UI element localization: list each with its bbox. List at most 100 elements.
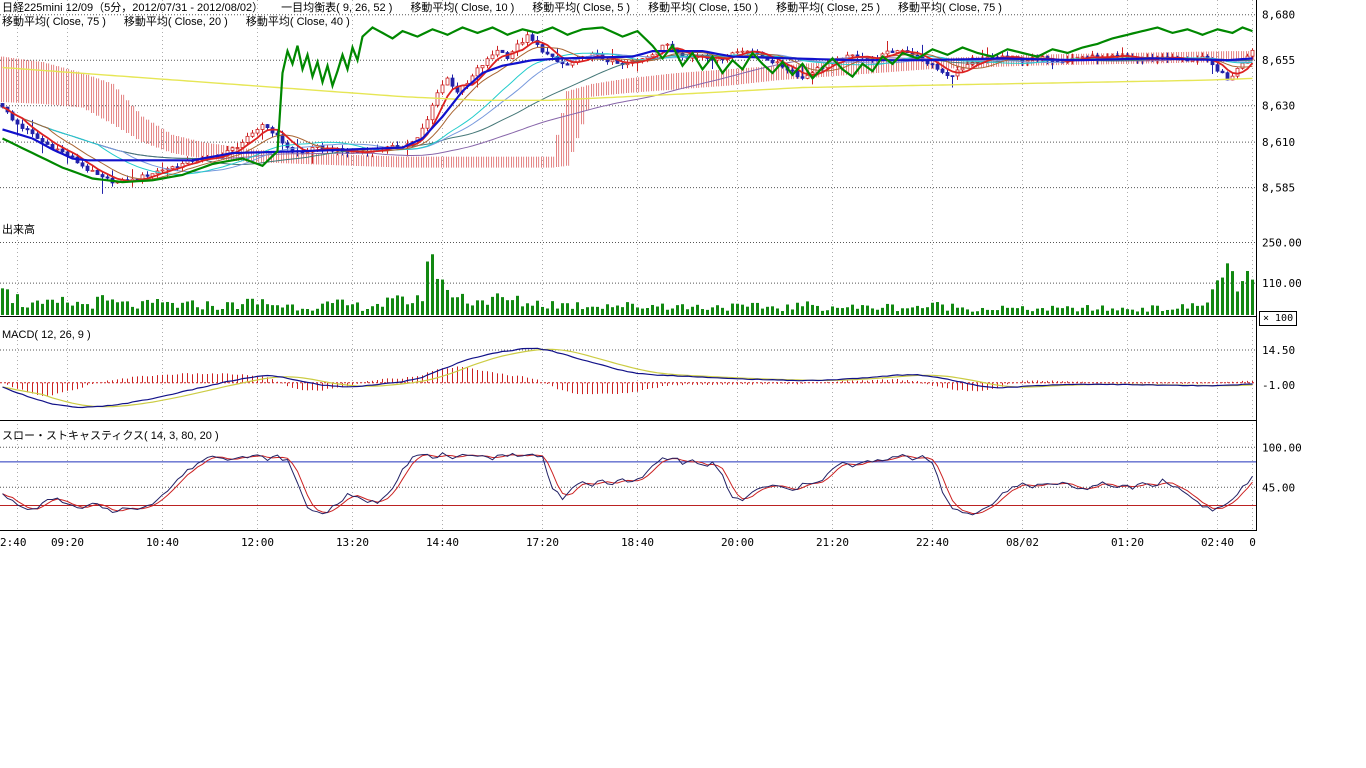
volume-bar	[716, 305, 719, 315]
volume-bar	[461, 294, 464, 315]
volume-bar	[1011, 308, 1014, 315]
volume-bar	[1181, 304, 1184, 315]
x-axis-label: 2:40	[0, 536, 27, 549]
volume-bar	[456, 297, 459, 315]
volume-bar	[291, 304, 294, 315]
volume-bar	[1216, 280, 1219, 315]
candle-body	[966, 64, 969, 68]
volume-panel-label: 出来高	[2, 221, 35, 237]
candle-body	[441, 85, 444, 93]
volume-bar	[376, 304, 379, 315]
volume-bar	[271, 305, 274, 315]
candle-body	[236, 148, 239, 149]
stoch-panel-label: スロー・ストキャスティクス( 14, 3, 80, 20 )	[2, 427, 219, 443]
volume-bar	[796, 303, 799, 315]
candle-body	[666, 44, 669, 45]
volume-bar	[571, 309, 574, 315]
volume-bar	[1121, 308, 1124, 315]
volume-bar	[1006, 308, 1009, 315]
volume-bar	[346, 305, 349, 315]
volume-bar	[236, 309, 239, 315]
volume-bar	[206, 301, 209, 315]
candle-body	[1236, 68, 1239, 76]
volume-bar	[621, 307, 624, 315]
volume-bar	[151, 303, 154, 315]
volume-bar	[971, 312, 974, 315]
indicator-label-ma40: 移動平均( Close, 40 )	[246, 15, 350, 29]
x-axis-label: 0	[1249, 536, 1256, 549]
volume-bar	[51, 300, 54, 315]
volume-bar	[296, 310, 299, 315]
volume-bar	[371, 306, 374, 315]
volume-bar	[1161, 311, 1164, 315]
volume-bar	[116, 302, 119, 315]
volume-bar	[821, 311, 824, 315]
volume-bar	[936, 302, 939, 315]
volume-bar	[96, 297, 99, 315]
candle-body	[531, 35, 534, 41]
volume-bar	[641, 309, 644, 315]
volume-bar	[686, 309, 689, 315]
volume-bar	[846, 307, 849, 315]
volume-bar	[1151, 305, 1154, 315]
volume-bar	[1096, 309, 1099, 315]
volume-bar	[931, 303, 934, 315]
macd-line	[3, 348, 1253, 407]
volume-bar	[476, 300, 479, 315]
volume-bar	[256, 304, 259, 315]
volume-bar	[1206, 303, 1209, 315]
volume-bar	[196, 307, 199, 315]
volume-bar	[616, 306, 619, 315]
volume-bar	[31, 303, 34, 315]
volume-bar	[111, 299, 114, 315]
volume-bar	[246, 299, 249, 315]
volume-bar	[986, 310, 989, 315]
trading-chart-screen: { "header": { "line1": [ "日経225mini 12/0…	[0, 0, 1366, 768]
axis-label: 8,630	[1262, 100, 1295, 113]
volume-bar	[1186, 309, 1189, 315]
axis-label: 14.50	[1262, 344, 1295, 357]
volume-bar	[46, 300, 49, 315]
volume-bar	[526, 303, 529, 315]
volume-bar	[176, 308, 179, 315]
volume-bar	[251, 299, 254, 315]
candle-body	[931, 64, 934, 65]
volume-bar	[1221, 278, 1224, 315]
volume-bar	[791, 309, 794, 315]
volume-bar	[766, 307, 769, 315]
candle-body	[261, 125, 264, 130]
volume-bar	[776, 308, 779, 315]
volume-bar	[671, 309, 674, 315]
volume-bar	[691, 307, 694, 315]
candle-body	[1216, 65, 1219, 71]
volume-bar	[601, 309, 604, 315]
horizontal-gridlines	[0, 15, 1256, 488]
axis-label: 8,655	[1262, 54, 1295, 67]
candle-body	[806, 75, 809, 78]
volume-bar	[891, 304, 894, 315]
x-axis-label: 09:20	[51, 536, 84, 549]
volume-bar	[911, 307, 914, 315]
volume-bar	[906, 308, 909, 315]
candle-body	[801, 77, 804, 79]
indicator-label-ma10: 移動平均( Close, 10 )	[410, 1, 514, 15]
volume-bar	[606, 304, 609, 315]
x-axis-label: 14:40	[426, 536, 459, 549]
volume-bar	[1191, 303, 1194, 315]
volume-bar	[741, 305, 744, 315]
volume-bar	[861, 305, 864, 315]
volume-bar	[21, 307, 24, 315]
volume-bar	[921, 308, 924, 315]
volume-bar	[1106, 311, 1109, 315]
volume-bar	[956, 308, 959, 315]
volume-bar	[711, 307, 714, 315]
volume-bar	[201, 309, 204, 315]
axis-label: 110.00	[1262, 277, 1302, 290]
candle-body	[71, 156, 74, 157]
volume-bar	[1171, 310, 1174, 315]
volume-bar	[661, 304, 664, 315]
volume-bar	[946, 311, 949, 315]
volume-bar	[1021, 306, 1024, 315]
volume-bar	[536, 301, 539, 315]
chart-svg[interactable]: 8,6808,6558,6308,6108,585250.00110.0014.…	[0, 0, 1366, 560]
